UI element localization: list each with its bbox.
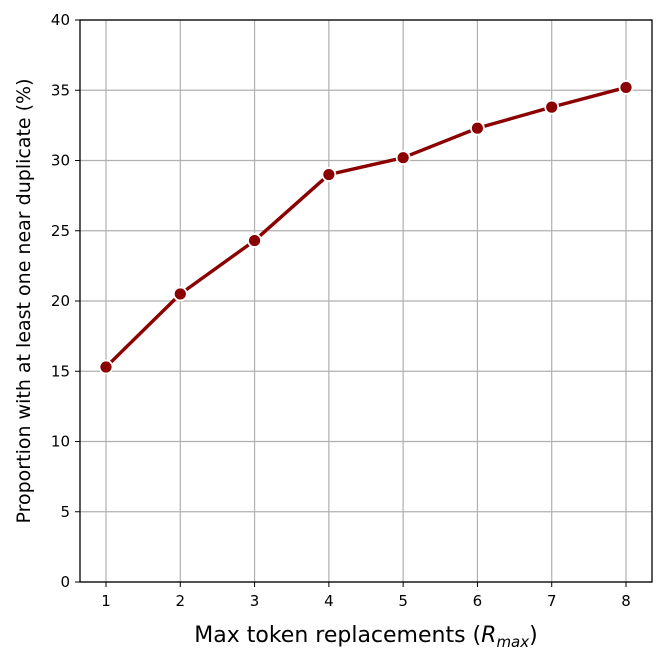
y-tick-label: 5	[60, 503, 70, 521]
x-tick-label: 8	[621, 592, 631, 610]
data-point	[321, 167, 337, 182]
y-tick-label: 15	[51, 362, 70, 380]
x-tick-label: 4	[324, 592, 334, 610]
x-tick-label: 3	[250, 592, 260, 610]
series-line	[104, 85, 628, 369]
x-axis-label: Max token replacements (Rmax)	[194, 623, 537, 651]
data-point	[470, 120, 485, 136]
data-point	[172, 286, 188, 302]
series-layer	[98, 80, 634, 375]
y-tick-label: 25	[51, 222, 70, 240]
x-axis-label-subscript: max	[496, 633, 529, 651]
x-tick-label: 5	[398, 592, 408, 610]
data-point	[395, 150, 411, 166]
x-tick-label: 7	[547, 592, 557, 610]
y-tick-label: 35	[51, 81, 70, 99]
x-tick-label: 1	[101, 592, 111, 610]
x-tick-label: 6	[473, 592, 483, 610]
y-tick-label: 40	[51, 11, 70, 29]
data-point	[544, 99, 560, 115]
x-tick-label: 2	[176, 592, 186, 610]
x-axis-label-main: Max token replacements (	[194, 623, 481, 648]
tick-layer: 1 2 3 4 5 6 7 8 0 5 10 15 20 25 30 35 40	[51, 11, 631, 610]
data-point	[98, 359, 114, 375]
x-axis-label-variable: R	[481, 623, 496, 648]
y-tick-label: 10	[51, 433, 70, 451]
y-tick-label: 0	[60, 573, 70, 591]
y-tick-label: 30	[51, 152, 70, 170]
y-tick-label: 20	[51, 292, 70, 310]
data-point	[618, 80, 634, 95]
x-axis-label-end: )	[529, 623, 538, 648]
data-point	[247, 233, 262, 248]
y-axis-label: Proportion with at least one near duplic…	[13, 78, 35, 523]
